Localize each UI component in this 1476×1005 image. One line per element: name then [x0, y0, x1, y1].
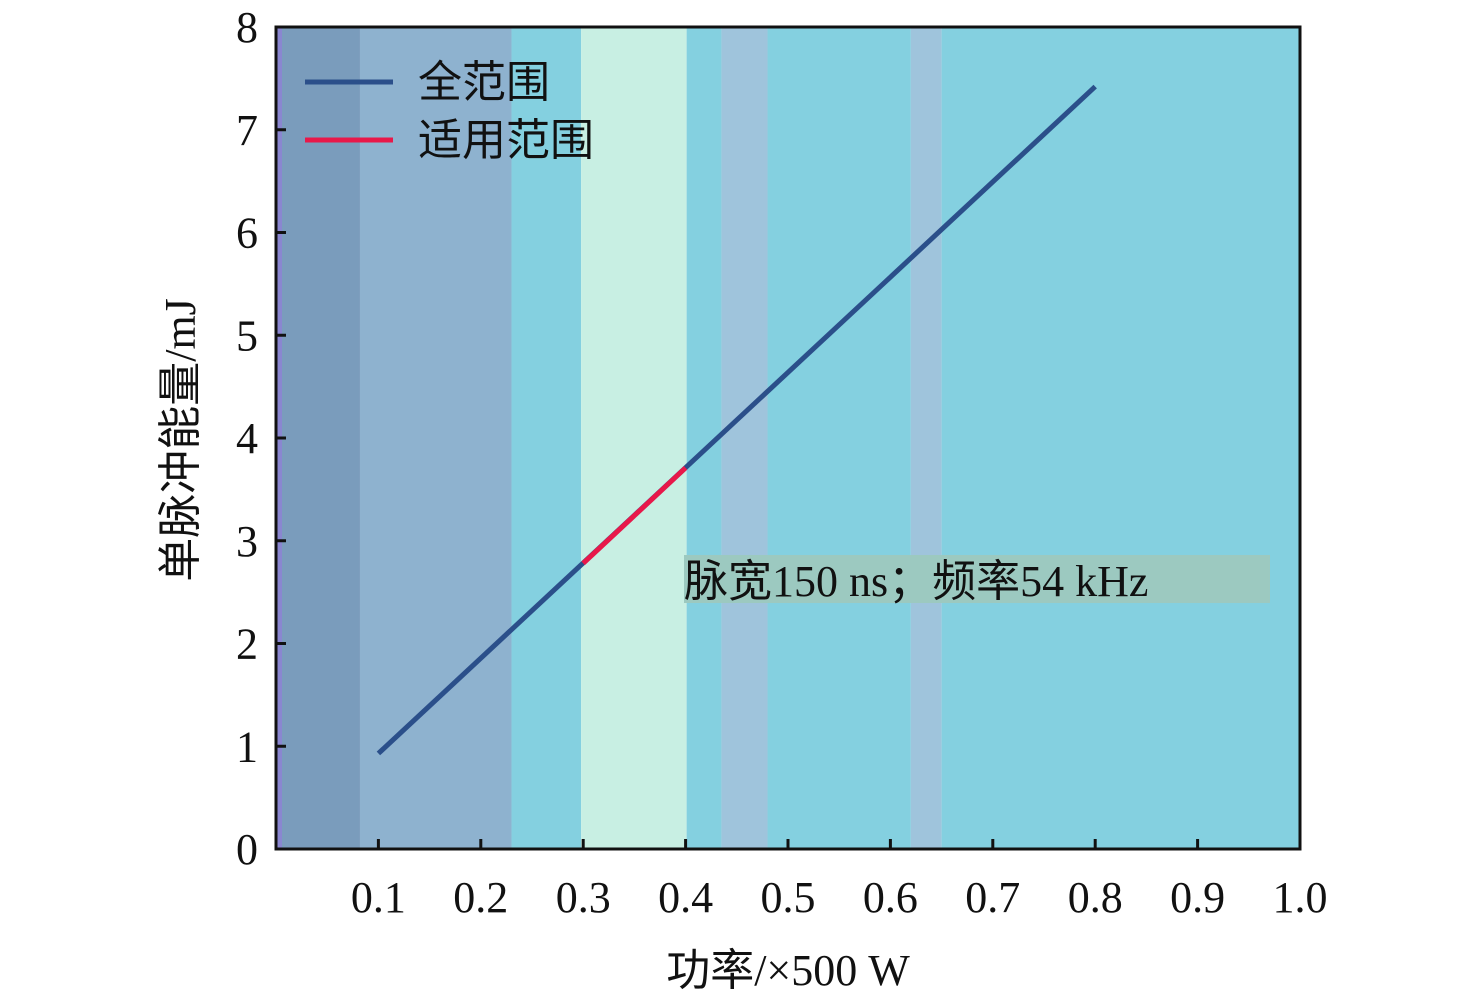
legend-label-full-range: 全范围 — [418, 58, 550, 107]
background-band — [581, 27, 687, 849]
background-band — [511, 27, 582, 849]
y-tick-label: 6 — [236, 209, 258, 258]
background-band — [276, 27, 360, 849]
x-tick-label: 1.0 — [1273, 873, 1328, 922]
y-tick-label: 0 — [236, 825, 258, 874]
y-tick-label: 4 — [236, 414, 258, 463]
background-band — [359, 27, 512, 849]
series-line-1 — [581, 465, 688, 566]
background-band — [910, 27, 942, 849]
y-tick-label: 8 — [236, 3, 258, 52]
x-tick-label: 0.5 — [761, 873, 816, 922]
legend-label-applicable-range: 适用范围 — [418, 116, 594, 165]
y-axis-label: 单脉冲能量/mJ — [156, 298, 205, 582]
background-band — [767, 27, 911, 849]
x-tick-label: 0.3 — [556, 873, 611, 922]
background-band — [721, 27, 768, 849]
annotation-background — [684, 555, 1270, 603]
y-tick-label: 7 — [236, 106, 258, 155]
x-tick-label: 0.8 — [1068, 873, 1123, 922]
y-tick-label: 1 — [236, 722, 258, 771]
x-tick-label: 0.2 — [453, 873, 508, 922]
x-tick-label: 0.7 — [965, 873, 1020, 922]
legend: 全范围 适用范围 — [305, 58, 594, 165]
y-tick-label: 5 — [236, 311, 258, 360]
x-tick-label: 0.9 — [1170, 873, 1225, 922]
y-tick-label: 2 — [236, 620, 258, 669]
x-axis-label: 功率/×500 W — [666, 946, 910, 995]
annotation: 脉宽150 ns；频率54 kHz — [684, 557, 1148, 606]
series-line-0 — [376, 84, 1097, 756]
background-band — [941, 27, 1300, 849]
y-tick-label: 3 — [236, 517, 258, 566]
x-tick-label: 0.6 — [863, 873, 918, 922]
plot-background — [276, 27, 1300, 849]
x-tick-label: 0.1 — [351, 873, 406, 922]
x-tick-label: 0.4 — [658, 873, 713, 922]
